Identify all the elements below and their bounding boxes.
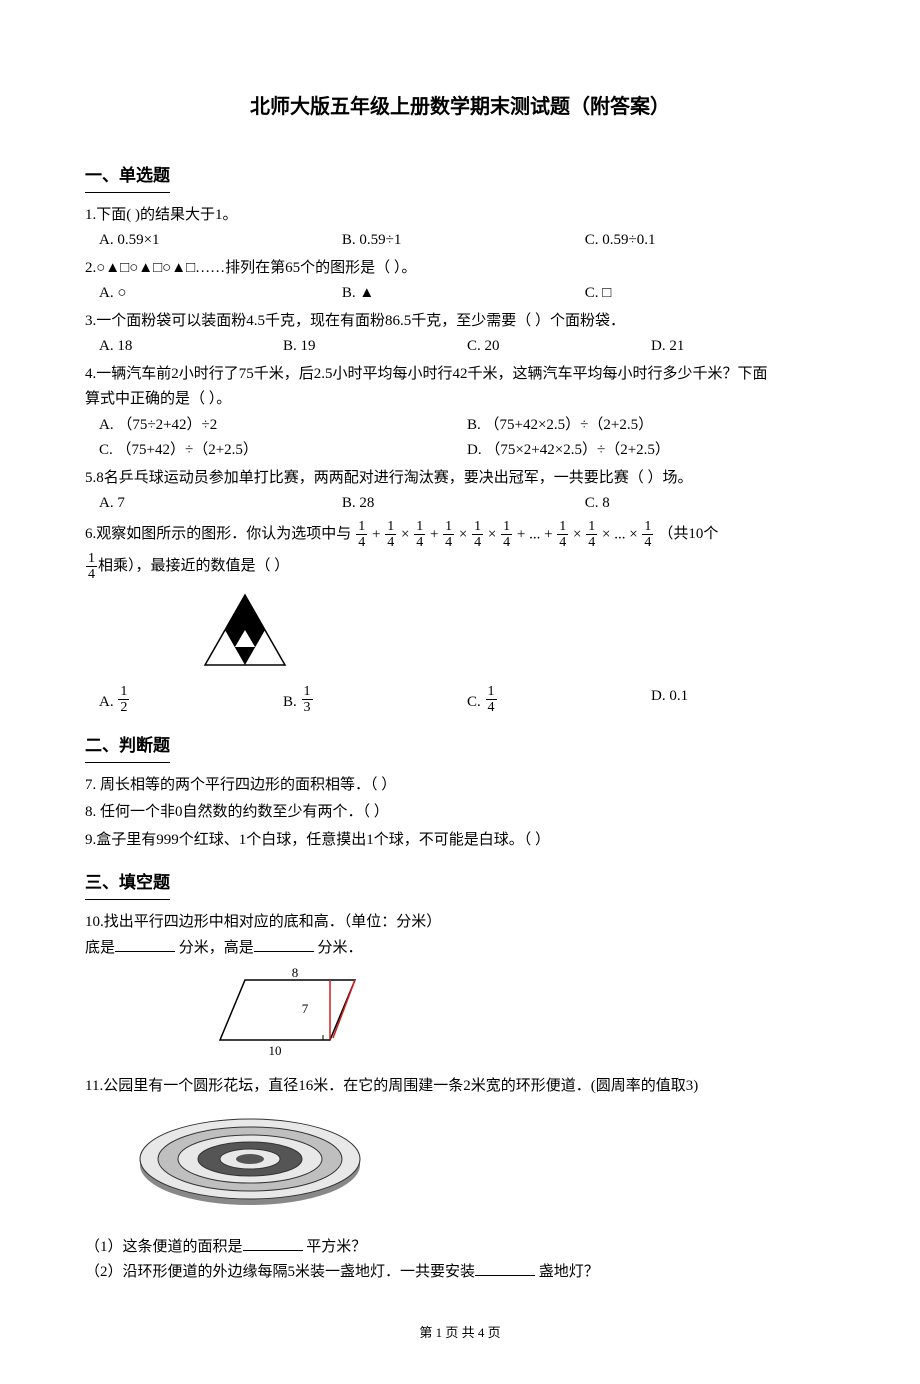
q6-text1: 6.观察如图所示的图形．你认为选项中与	[85, 522, 351, 548]
section-3-header: 三、填空题	[85, 869, 170, 900]
q10-text1: 10.找出平行四边形中相对应的底和高．（单位：分米）	[85, 910, 835, 936]
q4-options: A. （75÷2+42）÷2 B. （75+42×2.5）÷（2+2.5） C.…	[85, 413, 835, 464]
q3-opt-c: C. 20	[467, 334, 651, 360]
q6-formula: 14 + 14 × 14 + 14 × 14 × 14 + ... + 14 ×…	[355, 519, 654, 551]
question-2: 2.○▲□○▲□○▲□……排列在第65个的图形是（ ）。 A. ○ B. ▲ C…	[85, 256, 835, 307]
q2-options: A. ○ B. ▲ C. □	[85, 281, 835, 307]
question-10: 10.找出平行四边形中相对应的底和高．（单位：分米） 底是 分米，高是 分米． …	[85, 910, 835, 1070]
q11-p2b: 盏地灯？	[539, 1264, 599, 1280]
q6-options: A. 12 B. 13 C. 14 D. 0.1	[85, 684, 835, 716]
section-2-header: 二、判断题	[85, 732, 170, 763]
q3-opt-a: A. 18	[99, 334, 283, 360]
blank	[475, 1261, 535, 1276]
q10-text2b: 分米，高是	[179, 940, 254, 956]
question-7: 7. 周长相等的两个平行四边形的面积相等．（ ）	[85, 773, 835, 799]
q4-opt-c: C. （75+42）÷（2+2.5）	[99, 438, 467, 464]
q3-options: A. 18 B. 19 C. 20 D. 21	[85, 334, 835, 360]
q1-text: 1.下面( )的结果大于1。	[85, 203, 835, 229]
section-1-header: 一、单选题	[85, 162, 170, 193]
q2-opt-c: C. □	[585, 281, 828, 307]
q6-opt-a: A. 12	[99, 684, 283, 716]
blank	[115, 937, 175, 952]
question-1: 1.下面( )的结果大于1。 A. 0.59×1 B. 0.59÷1 C. 0.…	[85, 203, 835, 254]
q6-opt-d: D. 0.1	[651, 684, 835, 716]
q6-opt-b: B. 13	[283, 684, 467, 716]
q1-opt-c: C. 0.59÷0.1	[585, 228, 828, 254]
q3-text: 3.一个面粉袋可以装面粉4.5千克，现在有面粉86.5千克，至少需要（ ）个面粉…	[85, 309, 835, 335]
q1-opt-a: A. 0.59×1	[99, 228, 342, 254]
svg-text:8: 8	[292, 965, 299, 980]
q1-options: A. 0.59×1 B. 0.59÷1 C. 0.59÷0.1	[85, 228, 835, 254]
q4-text1: 4.一辆汽车前2小时行了75千米，后2.5小时平均每小时行42千米，这辆汽车平均…	[85, 362, 835, 388]
triangle-figure	[195, 590, 835, 680]
q4-opt-d: D. （75×2+42×2.5）÷（2+2.5）	[467, 438, 835, 464]
question-9: 9.盒子里有999个红球、1个白球，任意摸出1个球，不可能是白球。（ ）	[85, 828, 835, 854]
q5-opt-c: C. 8	[585, 491, 828, 517]
q6-frac-tail: 14	[86, 551, 97, 583]
q11-p1a: （1）这条便道的面积是	[85, 1239, 243, 1255]
svg-text:7: 7	[302, 1001, 309, 1016]
page-title: 北师大版五年级上册数学期末测试题（附答案）	[85, 90, 835, 124]
q6-text2: （共10个	[658, 522, 718, 548]
q4-opt-b: B. （75+42×2.5）÷（2+2.5）	[467, 413, 835, 439]
q5-opt-a: A. 7	[99, 491, 342, 517]
question-3: 3.一个面粉袋可以装面粉4.5千克，现在有面粉86.5千克，至少需要（ ）个面粉…	[85, 309, 835, 360]
question-4: 4.一辆汽车前2小时行了75千米，后2.5小时平均每小时行42千米，这辆汽车平均…	[85, 362, 835, 464]
blank	[243, 1236, 303, 1251]
q5-text: 5.8名乒乓球运动员参加单打比赛，两两配对进行淘汰赛，要决出冠军，一共要比赛（ …	[85, 466, 835, 492]
q5-options: A. 7 B. 28 C. 8	[85, 491, 835, 517]
question-8: 8. 任何一个非0自然数的约数至少有两个．（ ）	[85, 800, 835, 826]
question-5: 5.8名乒乓球运动员参加单打比赛，两两配对进行淘汰赛，要决出冠军，一共要比赛（ …	[85, 466, 835, 517]
blank	[254, 937, 314, 952]
parallelogram-figure: 8 7 10	[215, 965, 835, 1070]
q6-text3: 相乘），最接近的数值是（ ）	[98, 554, 289, 580]
q10-text2a: 底是	[85, 940, 115, 956]
q3-opt-d: D. 21	[651, 334, 835, 360]
q4-opt-a: A. （75÷2+42）÷2	[99, 413, 467, 439]
question-6: 6.观察如图所示的图形．你认为选项中与 14 + 14 × 14 + 14 × …	[85, 519, 835, 716]
q11-p2a: （2）沿环形便道的外边缘每隔5米装一盏地灯．一共要安装	[85, 1264, 475, 1280]
question-11: 11.公园里有一个圆形花坛，直径16米．在它的周围建一条2米宽的环形便道．(圆周…	[85, 1074, 835, 1286]
q6-opt-c: C. 14	[467, 684, 651, 716]
q2-opt-a: A. ○	[99, 281, 342, 307]
q4-text2: 算式中正确的是（ ）。	[85, 387, 835, 413]
q2-text: 2.○▲□○▲□○▲□……排列在第65个的图形是（ ）。	[85, 256, 835, 282]
q11-p1b: 平方米？	[306, 1239, 366, 1255]
flowerbed-figure	[135, 1107, 835, 1227]
q3-opt-b: B. 19	[283, 334, 467, 360]
q1-opt-b: B. 0.59÷1	[342, 228, 585, 254]
page-footer: 第 1 页 共 4 页	[85, 1322, 835, 1344]
q10-text2c: 分米．	[318, 940, 363, 956]
q11-text: 11.公园里有一个圆形花坛，直径16米．在它的周围建一条2米宽的环形便道．(圆周…	[85, 1074, 835, 1100]
svg-text:10: 10	[269, 1043, 282, 1058]
q5-opt-b: B. 28	[342, 491, 585, 517]
q2-opt-b: B. ▲	[342, 281, 585, 307]
